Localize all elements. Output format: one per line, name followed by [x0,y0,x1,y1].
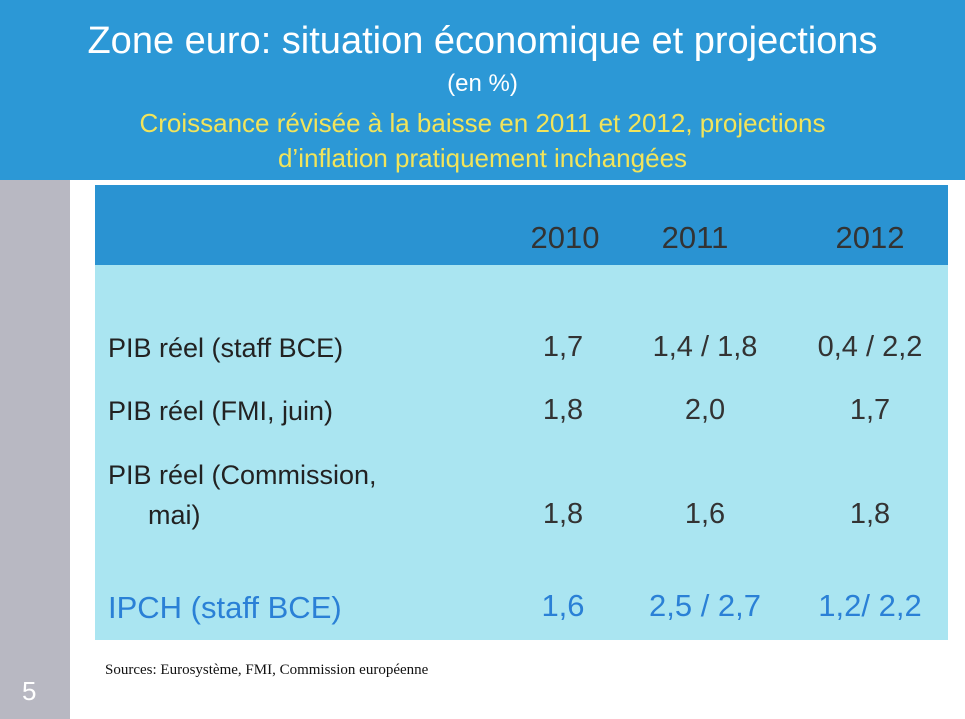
subtitle: d’inflation pratiquement inchangées [277,143,688,173]
subtitle: Croissance révisée à la baisse en 2011 e… [139,108,826,138]
row-label: IPCH (staff BCE) [108,590,342,625]
cell-value: 1,8 [542,498,584,530]
unit: (en %) [447,70,518,97]
cell-value: 1,8 [849,498,891,530]
side-strip [0,180,70,719]
cell-value: 1,4 / 1,8 [652,331,758,363]
cell-value: 1,7 [542,331,584,363]
row-label: PIB réel (FMI, juin) [108,396,334,426]
page-number: 5 [22,676,37,706]
column-header: 2010 [530,220,600,255]
title: Zone euro: situation économique et proje… [87,20,878,62]
cell-value: 2,0 [684,394,726,426]
row-label: PIB réel (staff BCE) [108,333,344,363]
sources: Sources: Eurosystème, FMI, Commission eu… [105,662,429,678]
cell-value: 1,6 [541,588,585,623]
row-label: mai) [148,500,201,530]
cell-value: 1,6 [684,498,726,530]
column-header: 2011 [661,220,729,255]
row-label: PIB réel (Commission, [108,460,377,490]
cell-value: 1,7 [849,394,891,426]
cell-value: 1,2/ 2,2 [818,588,922,623]
column-header: 2012 [835,220,905,255]
cell-value: 2,5 / 2,7 [648,588,762,623]
cell-value: 1,8 [542,394,584,426]
table-header [95,185,948,265]
cell-value: 0,4 / 2,2 [817,331,923,363]
table-body [95,265,948,640]
title-banner [0,0,965,180]
